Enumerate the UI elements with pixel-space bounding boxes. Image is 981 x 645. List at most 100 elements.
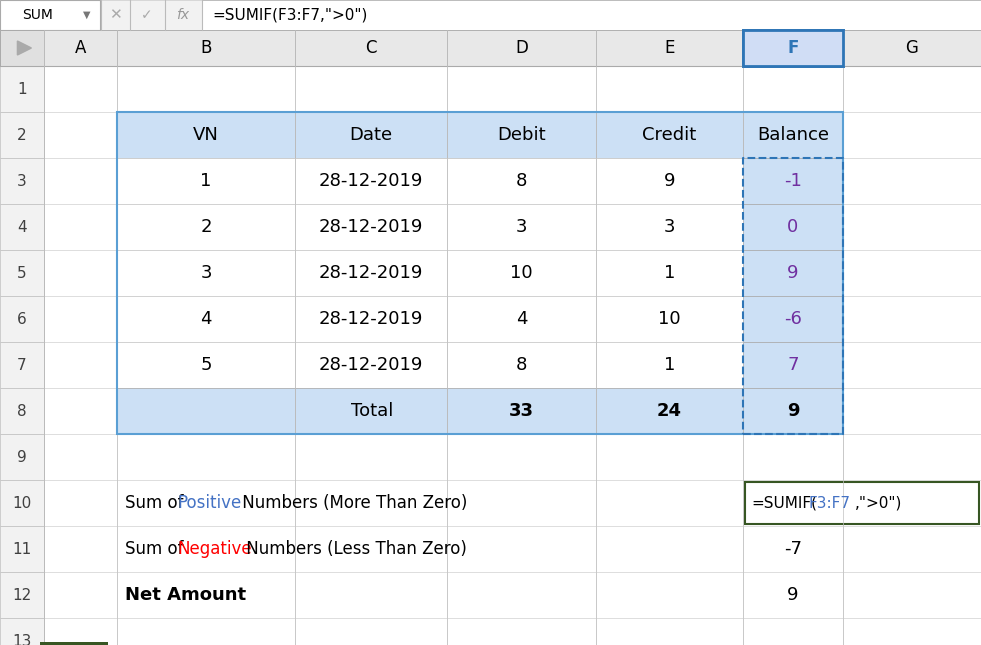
Bar [295, 342, 447, 388]
Bar [743, 30, 843, 66]
Bar [596, 480, 743, 526]
Text: G: G [905, 39, 918, 57]
Bar [295, 572, 447, 618]
Text: Numbers (Less Than Zero): Numbers (Less Than Zero) [241, 540, 467, 558]
Bar [447, 480, 596, 526]
Bar [117, 250, 295, 296]
Text: Numbers (More Than Zero): Numbers (More Than Zero) [237, 494, 467, 512]
Text: 4: 4 [200, 310, 212, 328]
Bar [117, 204, 295, 250]
Bar [843, 296, 981, 342]
Bar [295, 618, 447, 645]
Bar [0, 250, 44, 296]
Bar [447, 204, 596, 250]
Text: 10: 10 [13, 495, 31, 510]
Bar [743, 342, 843, 388]
Text: 7: 7 [18, 357, 26, 373]
Text: -6: -6 [784, 310, 801, 328]
Bar [295, 250, 447, 296]
Text: 28-12-2019: 28-12-2019 [319, 356, 423, 374]
Bar [743, 250, 843, 296]
Text: 2: 2 [18, 128, 26, 143]
Text: B: B [200, 39, 212, 57]
Bar [295, 112, 447, 158]
Text: Sum of: Sum of [125, 494, 188, 512]
Text: fx: fx [177, 8, 189, 22]
Bar [743, 250, 843, 296]
Bar [596, 158, 743, 204]
Text: 1: 1 [664, 356, 675, 374]
Bar [743, 342, 843, 388]
Text: 33: 33 [509, 402, 534, 420]
Text: =SUMIF(F3:F7,">0"): =SUMIF(F3:F7,">0") [212, 8, 367, 23]
Text: Date: Date [349, 126, 392, 144]
Bar [743, 112, 843, 158]
Bar [0, 526, 44, 572]
Bar [596, 388, 743, 434]
Bar [743, 296, 843, 342]
Bar [743, 204, 843, 250]
Text: 8: 8 [18, 404, 26, 419]
Bar [447, 30, 596, 66]
Bar [596, 526, 743, 572]
Bar [447, 434, 596, 480]
Bar [117, 342, 295, 388]
Bar [295, 158, 447, 204]
Text: D: D [515, 39, 528, 57]
Text: ✓: ✓ [141, 8, 153, 22]
Text: 1: 1 [200, 172, 212, 190]
Bar [0, 296, 44, 342]
Text: 3: 3 [17, 174, 26, 188]
Bar [44, 66, 117, 112]
Text: 28-12-2019: 28-12-2019 [319, 172, 423, 190]
Bar [596, 342, 743, 388]
Bar [843, 434, 981, 480]
Bar [596, 618, 743, 645]
Bar [295, 204, 447, 250]
Text: Net Amount: Net Amount [125, 586, 246, 604]
Bar [447, 296, 596, 342]
Bar [117, 388, 295, 434]
Text: 28-12-2019: 28-12-2019 [319, 264, 423, 282]
Bar [596, 112, 743, 158]
Bar [596, 296, 743, 342]
Bar [743, 526, 843, 572]
Text: Debit: Debit [497, 126, 545, 144]
Bar [843, 66, 981, 112]
Text: Total: Total [351, 402, 393, 420]
Bar [117, 296, 295, 342]
Bar [117, 572, 295, 618]
Text: ✕: ✕ [109, 8, 122, 23]
Bar [0, 0, 981, 30]
Bar [117, 434, 295, 480]
Text: 24: 24 [657, 402, 682, 420]
Text: 28-12-2019: 28-12-2019 [319, 218, 423, 236]
Text: C: C [365, 39, 377, 57]
Text: 3: 3 [516, 218, 527, 236]
Bar [843, 342, 981, 388]
Bar [743, 434, 843, 480]
Bar [596, 434, 743, 480]
Text: ,">0"): ,">0") [855, 495, 903, 510]
Bar [295, 388, 447, 434]
Bar [0, 112, 44, 158]
Bar [447, 250, 596, 296]
Bar [596, 342, 743, 388]
Bar [44, 480, 117, 526]
Text: 6: 6 [17, 312, 26, 326]
Bar [117, 112, 843, 434]
Bar [295, 296, 447, 342]
Bar [743, 112, 843, 158]
Text: Credit: Credit [643, 126, 697, 144]
Bar [447, 342, 596, 388]
Bar [295, 434, 447, 480]
Bar [0, 158, 44, 204]
Text: 8: 8 [516, 172, 527, 190]
Text: -7: -7 [784, 540, 802, 558]
Bar [843, 250, 981, 296]
Bar [0, 30, 44, 66]
Text: 9: 9 [787, 402, 800, 420]
Text: ▼: ▼ [83, 10, 91, 20]
Bar [117, 112, 295, 158]
Bar [0, 0, 100, 30]
